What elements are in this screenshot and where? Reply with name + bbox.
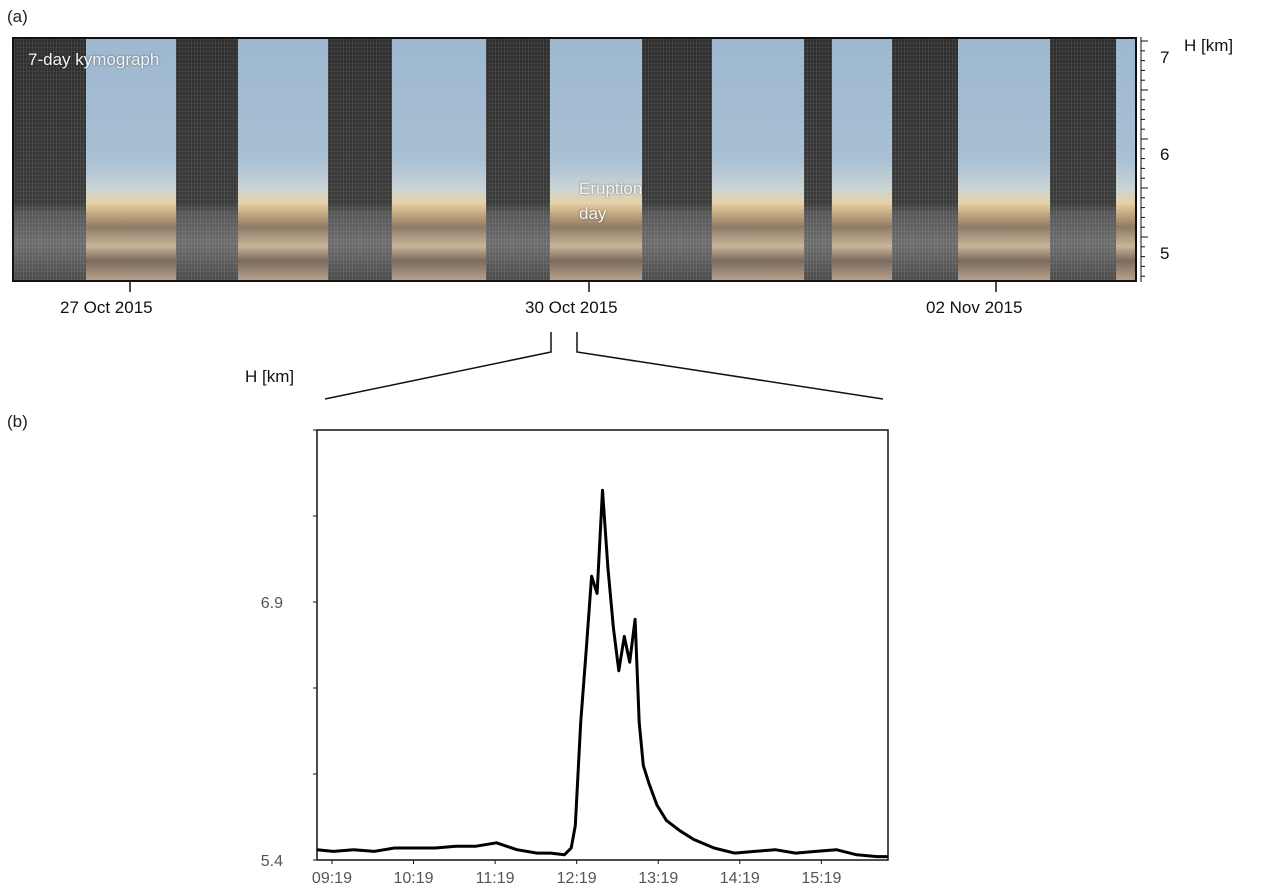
kymograph-day-band [392, 39, 486, 280]
chart-data-point [516, 849, 518, 851]
kymograph-night-band [176, 39, 238, 280]
chart-data-point [455, 845, 457, 847]
panel-a-label: (a) [7, 7, 28, 26]
chart-data-point [794, 852, 797, 854]
date-label: 02 Nov 2015 [926, 298, 1023, 317]
chart-data-point [774, 849, 776, 851]
chart-y-tick-label: 6.9 [261, 595, 283, 612]
eruption-annotation-line1: Eruption [579, 179, 643, 198]
chart-plot-frame [316, 429, 889, 861]
chart-data-point [475, 845, 477, 847]
chart-y-axis-title: H [km] [245, 367, 295, 386]
kymograph-night-band [486, 39, 550, 280]
chart-data-point [434, 847, 436, 849]
kymograph-night-band [892, 39, 958, 280]
chart-x-tick-label: 13:19 [638, 870, 678, 887]
chart-data-point [580, 721, 582, 724]
chart-data-point [679, 830, 681, 832]
chart-data-point [856, 854, 858, 856]
kymograph-night-band [328, 39, 392, 280]
chart-data-point [536, 852, 538, 854]
kymograph-day-band [832, 39, 892, 280]
chart-data-point [887, 855, 889, 858]
chart-data-point [316, 849, 318, 851]
kymograph-day-band [1116, 39, 1135, 280]
kymograph-night-band [642, 39, 712, 280]
chart-data-point [591, 575, 593, 577]
chart-data-point [563, 854, 566, 856]
chart-x-tick-label: 12:19 [557, 870, 597, 887]
kymograph-date-ticks [129, 280, 997, 292]
chart-data-point [414, 847, 416, 849]
kymograph-night-band [804, 39, 832, 280]
chart-data-point [876, 855, 878, 858]
chart-x-tick-label: 15:19 [801, 870, 841, 887]
kymograph-y-tick-label: 7 [1160, 48, 1170, 67]
chart-data-point [332, 850, 334, 853]
chart-data-point [373, 850, 375, 853]
kymograph-day-band [958, 39, 1050, 280]
chart-data-point [585, 649, 587, 651]
kymograph-day-band [712, 39, 804, 280]
chart-data-point [629, 661, 631, 663]
chart-data-point [574, 825, 576, 827]
chart-data-point [713, 847, 715, 849]
chart-data-point [648, 782, 650, 784]
chart-data-point [656, 804, 658, 806]
chart-x-tick-label: 10:19 [394, 870, 434, 887]
kymograph-y-axis [1140, 37, 1148, 282]
chart-x-tick-label: 14:19 [720, 870, 760, 887]
chart-data-point [815, 850, 817, 853]
chart-data-point [835, 849, 837, 851]
kymograph-night-band [14, 39, 86, 280]
chart-data-point [623, 635, 625, 638]
chart-data-point [495, 842, 498, 844]
chart-series-line [316, 488, 888, 859]
kymograph-image: 7-day kymograph Eruption day [12, 37, 1137, 282]
chart-data-point [393, 847, 396, 849]
kymograph-day-band [550, 39, 642, 280]
chart-data-point [754, 850, 756, 853]
chart-data-point [634, 618, 636, 620]
chart-data-point [607, 567, 609, 569]
chart-data-point [601, 489, 604, 491]
date-label: 30 Oct 2015 [525, 298, 618, 317]
chart-data-point [665, 819, 667, 822]
panel-b-label: (b) [7, 412, 28, 431]
kymograph-night-band [1050, 39, 1116, 280]
chart-data-point [638, 721, 640, 724]
date-label: 27 Oct 2015 [60, 298, 153, 317]
kymograph-day-band [86, 39, 176, 280]
kymograph-y-tick-label: 5 [1160, 244, 1170, 263]
chart-data-point [612, 627, 614, 629]
kymograph-day-band [238, 39, 328, 280]
kymograph-y-axis-title: H [km] [1184, 36, 1234, 55]
chart-data-point [618, 670, 620, 672]
chart-data-point [550, 852, 552, 854]
chart-data-point [642, 764, 644, 767]
eruption-annotation-line2: day [579, 204, 607, 223]
chart-data-point [596, 592, 598, 595]
chart-y-tick-label: 5.4 [261, 853, 283, 870]
chart-x-tick-label: 11:19 [476, 870, 515, 887]
kymograph-y-tick-label: 6 [1160, 145, 1170, 164]
chart-data-point [733, 852, 735, 854]
chart-data-point [692, 838, 695, 840]
chart-data-point [570, 847, 572, 849]
kymograph-title: 7-day kymograph [28, 50, 160, 69]
chart-x-tick-label: 09:19 [312, 870, 352, 887]
chart-data-point [353, 849, 355, 851]
